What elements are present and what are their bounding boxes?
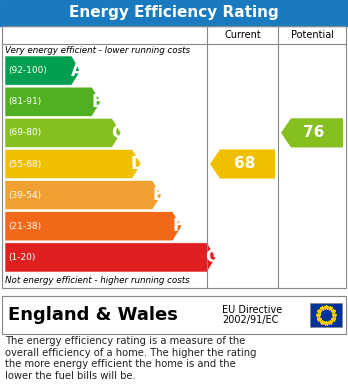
Polygon shape — [210, 149, 275, 179]
Text: C: C — [111, 124, 124, 142]
Text: Energy Efficiency Rating: Energy Efficiency Rating — [69, 5, 279, 20]
Text: 2002/91/EC: 2002/91/EC — [222, 315, 278, 325]
Polygon shape — [5, 181, 161, 210]
Bar — [2, 26, 346, 288]
Polygon shape — [5, 56, 81, 85]
Text: (92-100): (92-100) — [8, 66, 47, 75]
Text: D: D — [131, 155, 145, 173]
Bar — [310, 303, 342, 327]
Text: EU Directive: EU Directive — [222, 305, 282, 315]
Polygon shape — [5, 87, 101, 116]
Text: (21-38): (21-38) — [8, 222, 41, 231]
Polygon shape — [5, 118, 121, 147]
Text: The energy efficiency rating is a measure of the
overall efficiency of a home. T: The energy efficiency rating is a measur… — [5, 336, 256, 381]
Text: B: B — [91, 93, 104, 111]
Text: England & Wales: England & Wales — [8, 306, 178, 324]
Polygon shape — [5, 243, 216, 272]
Text: (81-91): (81-91) — [8, 97, 41, 106]
Polygon shape — [5, 212, 182, 241]
Text: 76: 76 — [303, 126, 325, 140]
Text: (55-68): (55-68) — [8, 160, 41, 169]
Text: (69-80): (69-80) — [8, 128, 41, 137]
Bar — [2, 296, 346, 334]
Text: (1-20): (1-20) — [8, 253, 35, 262]
Text: (39-54): (39-54) — [8, 191, 41, 200]
Text: G: G — [206, 248, 219, 266]
Text: Potential: Potential — [291, 30, 333, 40]
Polygon shape — [5, 149, 141, 179]
Text: A: A — [71, 61, 84, 80]
Polygon shape — [281, 118, 343, 147]
Text: Not energy efficient - higher running costs: Not energy efficient - higher running co… — [5, 276, 190, 285]
Text: Current: Current — [224, 30, 261, 40]
Bar — [0, 0, 348, 26]
Text: E: E — [152, 186, 164, 204]
Text: 68: 68 — [234, 156, 255, 172]
Text: Very energy efficient - lower running costs: Very energy efficient - lower running co… — [5, 46, 190, 55]
Text: F: F — [173, 217, 184, 235]
